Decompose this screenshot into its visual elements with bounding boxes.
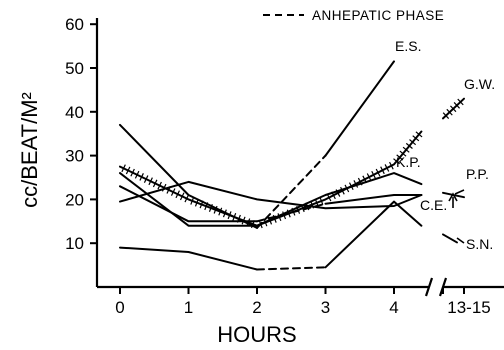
hatch-mark	[121, 164, 126, 173]
hatch-mark	[319, 197, 324, 205]
legend: ANHEPATIC PHASE	[263, 8, 444, 23]
hatch-mark	[204, 202, 209, 211]
hatch-mark	[130, 168, 135, 177]
hatch-mark	[402, 146, 410, 153]
leader-line	[454, 189, 465, 195]
hatch-mark	[179, 192, 185, 201]
y-ticks: 10 20 30 40 50 60	[65, 15, 97, 253]
hatch-mark	[222, 209, 227, 218]
series-label-pp: P.P.	[466, 166, 489, 182]
hatch-mark	[232, 213, 237, 221]
x-tick-label: 3	[321, 298, 330, 317]
hatch-mark	[412, 135, 420, 142]
y-tick-label: 60	[65, 15, 84, 34]
x-axis-title: HOURS	[217, 322, 296, 347]
hatch-mark	[213, 205, 218, 214]
hatch-mark	[125, 166, 131, 175]
hatch-mark	[453, 102, 461, 109]
hatch-mark	[190, 196, 195, 205]
y-axis-title: cc/BEAT/M²	[17, 92, 42, 208]
series-line	[324, 60, 395, 157]
series-line-late	[442, 233, 458, 244]
x-tick-label: 0	[115, 298, 124, 317]
series-line	[119, 185, 258, 223]
y-tick-label: 30	[65, 147, 84, 166]
hatch-mark	[152, 179, 158, 188]
y-tick-label: 10	[65, 234, 84, 253]
legend-label: ANHEPATIC PHASE	[312, 8, 444, 23]
hatch-mark	[218, 207, 223, 216]
hatch-mark	[208, 204, 213, 212]
hatch-mark	[389, 161, 394, 170]
x-tick-label: 4	[389, 298, 398, 317]
series-line	[119, 180, 423, 210]
y-tick-label: 40	[65, 103, 84, 122]
hatch-mark	[442, 112, 450, 119]
series-line	[324, 200, 423, 269]
series-line	[119, 246, 258, 271]
hatch-mark	[396, 154, 404, 161]
x-tick-label: 13-15	[447, 298, 490, 317]
x-tick-label: 1	[184, 298, 193, 317]
axes	[95, 18, 504, 297]
x-ticks: 0 1 2 3 4 13-15	[115, 287, 491, 317]
hatch-mark	[353, 180, 359, 188]
hatch-mark	[384, 164, 390, 172]
y-tick-label: 50	[65, 59, 84, 78]
hatch-mark	[450, 105, 457, 113]
hatch-mark	[446, 108, 453, 116]
hatch-mark	[366, 173, 372, 181]
hatch-mark	[184, 194, 189, 203]
hatch-mark	[375, 168, 381, 177]
hatch-mark	[194, 198, 199, 207]
hatch-mark	[415, 131, 423, 138]
hatch-mark	[340, 186, 345, 195]
series-es	[119, 60, 395, 229]
hatch-mark	[405, 142, 413, 149]
hatch-mark	[148, 177, 153, 186]
hatch-mark	[143, 175, 149, 183]
series-line-anhepatic	[256, 154, 327, 229]
hatch-mark	[170, 188, 176, 196]
hatch-mark	[134, 170, 140, 179]
hatch-mark	[175, 190, 180, 199]
series-sn	[119, 200, 458, 271]
arrow-icon	[448, 192, 458, 208]
label-leaders	[454, 189, 465, 244]
series-label-kp: K.P.	[396, 154, 421, 170]
series-layer	[119, 60, 465, 271]
hatch-mark	[371, 170, 376, 179]
hatch-mark	[139, 173, 144, 181]
hatch-mark	[399, 150, 407, 157]
hatch-mark	[277, 213, 282, 222]
series-label-sn: S.N.	[466, 236, 493, 252]
x-axis-break-mark	[424, 277, 434, 297]
series-line-anhepatic	[256, 202, 327, 223]
series-label-es: E.S.	[395, 38, 421, 54]
hatch-mark	[393, 158, 401, 165]
x-tick-label: 2	[252, 298, 261, 317]
series-kp	[119, 180, 423, 210]
series-label-gw: G.W.	[464, 76, 495, 92]
hatch-mark	[157, 181, 162, 190]
series-ce	[119, 172, 423, 227]
leader-line	[456, 237, 465, 244]
y-tick-label: 20	[65, 190, 84, 209]
hatch-mark	[199, 200, 204, 209]
hatch-mark	[380, 166, 385, 175]
series-line	[119, 172, 423, 227]
hatch-mark	[457, 98, 464, 106]
hatch-mark	[409, 139, 417, 146]
hatch-mark	[227, 211, 232, 220]
series-line-anhepatic	[256, 266, 327, 271]
series-label-ce: C.E.	[420, 197, 447, 213]
series-labels: E.S. G.W. K.P. P.P. C.E. S.N.	[395, 38, 495, 252]
series-line	[324, 194, 423, 205]
